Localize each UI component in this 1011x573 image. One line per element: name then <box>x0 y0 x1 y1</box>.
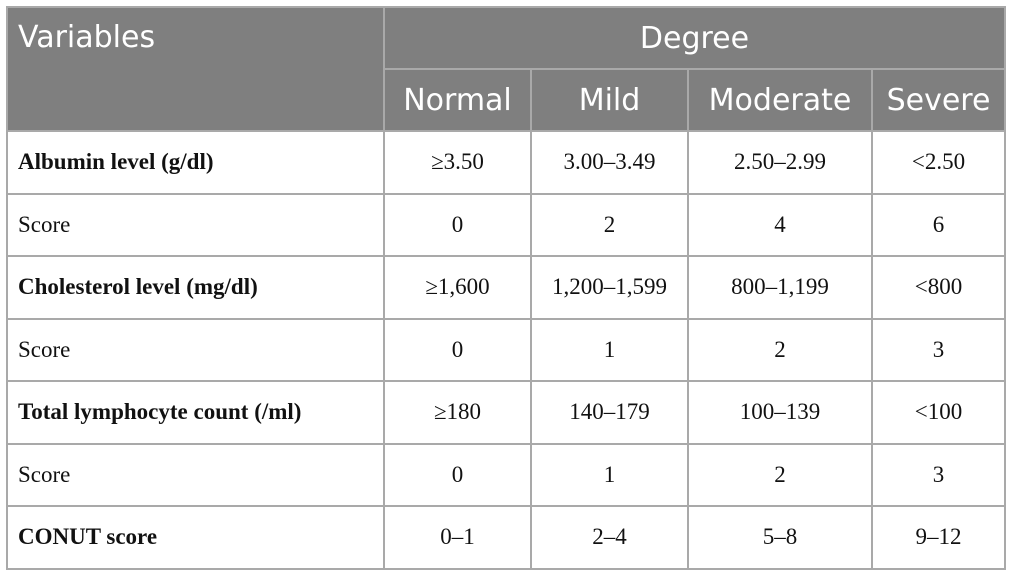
cell: 0 <box>383 192 532 257</box>
cell: 0 <box>383 442 532 507</box>
cell: 3.00–3.49 <box>530 130 689 195</box>
cell: 5–8 <box>687 505 873 570</box>
row-label: Cholesterol level (mg/dl) <box>6 255 385 320</box>
row-label: Total lymphocyte count (/ml) <box>6 380 385 445</box>
table-body: Albumin level (g/dl) ≥3.50 3.00–3.49 2.50–2… <box>6 130 1007 570</box>
subheader-cell: Moderate <box>687 68 873 132</box>
cell: 3 <box>870 442 1007 507</box>
cell: 100–139 <box>687 380 873 445</box>
cell: 0 <box>383 317 532 382</box>
cell: 4 <box>687 192 873 257</box>
cell: 2 <box>687 442 873 507</box>
subheader-cell: Mild <box>530 68 689 132</box>
row-label: CONUT score <box>6 505 385 570</box>
cell: 2 <box>530 192 689 257</box>
cell: 0–1 <box>383 505 532 570</box>
cell: <800 <box>870 255 1007 320</box>
header-row: Variables Degree <box>6 6 1007 132</box>
cell: <100 <box>870 380 1007 445</box>
row-label: Score <box>6 317 385 382</box>
header-cell: Degree <box>382 6 1007 70</box>
table-row: Score 0 2 4 6 <box>6 192 1007 257</box>
header-cell: Variables <box>6 6 385 132</box>
subheader-row: Normal Mild Moderate Severe <box>7 68 1007 132</box>
cell: 1 <box>530 442 689 507</box>
table-row: CONUT score 0–1 2–4 5–8 9–12 <box>6 505 1007 570</box>
cell: 3 <box>870 317 1007 382</box>
cell: ≥180 <box>383 380 532 445</box>
cell: 2.50–2.99 <box>687 130 873 195</box>
table-row: Score 0 1 2 3 <box>6 442 1007 507</box>
table-row: Total lymphocyte count (/ml) ≥180 140–179 1… <box>6 380 1007 445</box>
cell: 1,200–1,599 <box>530 255 689 320</box>
row-label: Score <box>6 192 385 257</box>
table-row: Cholesterol level (mg/dl) ≥1,600 1,200–1,5… <box>6 255 1007 320</box>
subheader-cell: Severe <box>870 68 1007 132</box>
row-label: Albumin level (g/dl) <box>6 130 385 195</box>
cell: 9–12 <box>870 505 1007 570</box>
subheader-cell: Normal <box>383 68 532 132</box>
conut-table: Variables Degree Normal Mild Moderate Sever… <box>6 6 1007 570</box>
table-row: Score 0 1 2 3 <box>6 317 1007 382</box>
cell: <2.50 <box>870 130 1007 195</box>
row-label: Score <box>6 442 385 507</box>
cell: ≥1,600 <box>383 255 532 320</box>
cell: ≥3.50 <box>383 130 532 195</box>
cell: 1 <box>530 317 689 382</box>
cell: 2–4 <box>530 505 689 570</box>
cell: 800–1,199 <box>687 255 873 320</box>
cell: 2 <box>687 317 873 382</box>
cell: 140–179 <box>530 380 689 445</box>
cell: 6 <box>870 192 1007 257</box>
table-row: Albumin level (g/dl) ≥3.50 3.00–3.49 2.50–2… <box>6 130 1007 195</box>
